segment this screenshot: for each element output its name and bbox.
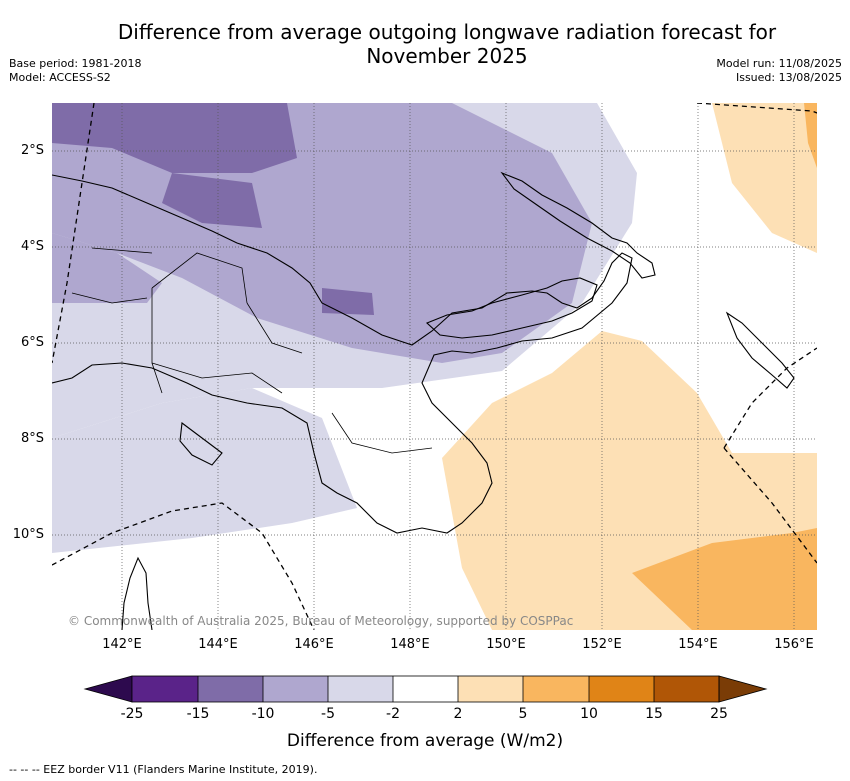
- lon-tick-label: 142°E: [102, 637, 142, 652]
- colorbar-swatch: [328, 676, 393, 702]
- cape-york-coastline: [121, 556, 153, 630]
- map-canvas: [52, 103, 817, 630]
- lon-tick-label: 154°E: [678, 637, 718, 652]
- colorbar-title: Difference from average (W/m2): [286, 731, 564, 751]
- title-line-2: November 2025: [366, 44, 528, 68]
- new-ireland-coastline: [500, 171, 656, 279]
- anomaly-region-purple-west: [52, 233, 162, 303]
- meta-left: Base period: 1981-2018 Model: ACCESS-S2: [9, 57, 141, 85]
- anomaly-region-light-purple-south: [52, 388, 357, 553]
- lat-tick-label: 6°S: [20, 335, 44, 350]
- colorbar-swatch: [393, 676, 458, 702]
- lon-tick-label: 146°E: [294, 637, 334, 652]
- anomaly-region-light-orange-ne: [712, 103, 817, 253]
- title-line-1: Difference from average outgoing longwav…: [117, 20, 777, 44]
- eez-borders: [52, 103, 817, 630]
- colorbar-label: 5: [518, 706, 528, 722]
- colorbar-label: 15: [645, 706, 663, 722]
- colorbar-label: 25: [710, 706, 728, 722]
- colorbar-swatch: [263, 676, 328, 702]
- meta-right: Model run: 11/08/2025 Issued: 13/08/2025: [716, 57, 842, 85]
- colorbar-swatch: [458, 676, 523, 702]
- coastlines: [52, 171, 795, 630]
- anomaly-region-dark-purple-3: [322, 288, 374, 315]
- colorbar-swatch: [198, 676, 263, 702]
- anomaly-region-dark-purple: [52, 103, 297, 173]
- copyright-notice: © Commonwealth of Australia 2025, Bureau…: [68, 614, 574, 628]
- colorbar-swatch: [132, 676, 198, 702]
- eez-footnote: -- -- -- EEZ border V11 (Flanders Marine…: [9, 763, 318, 776]
- colorbar-extend-low: [83, 675, 133, 703]
- new-britain-coastline: [425, 277, 598, 339]
- colorbar-label: -2: [386, 706, 400, 722]
- lon-tick-label: 150°E: [486, 637, 526, 652]
- bougainville-coastline: [725, 311, 795, 389]
- colorbar-label: 10: [580, 706, 598, 722]
- anomaly-fill-layer: [52, 103, 817, 630]
- colorbar-label: 2: [453, 706, 463, 722]
- lat-tick-label: 2°S: [20, 143, 44, 158]
- colorbar-swatch: [523, 676, 589, 702]
- model-name: Model: ACCESS-S2: [9, 71, 111, 84]
- anomaly-region-dark-purple-2: [162, 173, 262, 228]
- lat-tick-label: 4°S: [20, 239, 44, 254]
- issued-date: Issued: 13/08/2025: [735, 71, 842, 84]
- colorbar-swatch: [654, 676, 719, 702]
- graticule: [52, 103, 817, 630]
- lat-tick-label: 8°S: [20, 431, 44, 446]
- lon-tick-label: 144°E: [198, 637, 238, 652]
- base-period: Base period: 1981-2018: [9, 57, 142, 70]
- anomaly-region-orange-south: [632, 528, 817, 630]
- lon-tick-label: 148°E: [390, 637, 430, 652]
- colorbar-label: -5: [321, 706, 335, 722]
- lon-tick-label: 156°E: [774, 637, 814, 652]
- colorbar-swatch: [589, 676, 654, 702]
- colorbar-label: -25: [120, 706, 144, 722]
- colorbar-extend-high: [718, 675, 768, 703]
- model-run: Model run: 11/08/2025: [716, 57, 842, 70]
- lon-tick-label: 152°E: [582, 637, 622, 652]
- colorbar-label: -15: [186, 706, 210, 722]
- lat-tick-label: 10°S: [12, 527, 44, 542]
- anomaly-region-orange-ne: [804, 103, 817, 168]
- map-title: Difference from average outgoing longwav…: [0, 20, 850, 68]
- province-borders: [71, 247, 433, 454]
- new-guinea-coastline: [52, 174, 633, 534]
- colorbar-label: -10: [251, 706, 275, 722]
- gulf-of-papua-coastline: [179, 421, 223, 466]
- colorbar: [83, 675, 768, 703]
